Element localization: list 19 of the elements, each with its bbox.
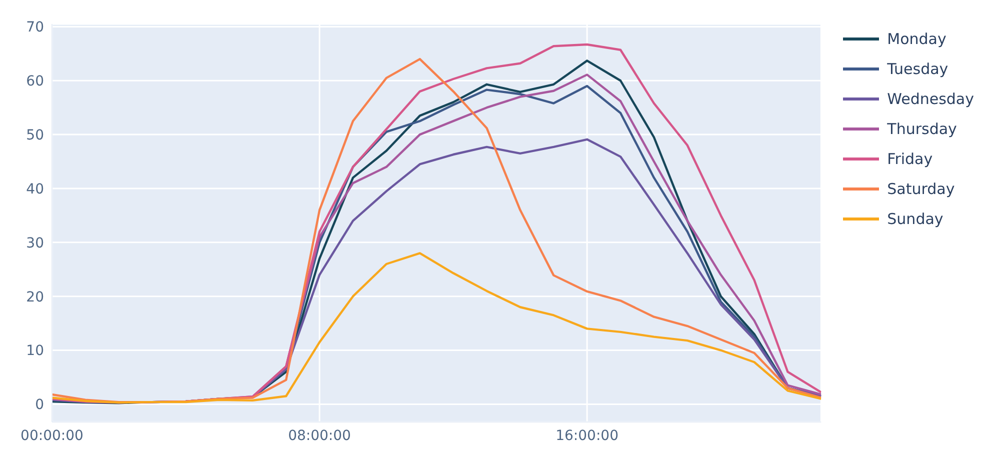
- legend-label: Tuesday: [887, 59, 948, 80]
- y-tick-label: 60: [26, 74, 44, 90]
- x-tick-label: 08:00:00: [288, 428, 351, 444]
- x-tick-label: 00:00:00: [20, 428, 84, 444]
- y-tick-label: 70: [26, 20, 44, 36]
- x-tick-label: 16:00:00: [556, 428, 619, 444]
- legend-label: Monday: [887, 29, 946, 50]
- y-tick-label: 0: [35, 397, 44, 414]
- legend-label: Friday: [887, 149, 933, 170]
- y-tick-label: 10: [26, 343, 44, 360]
- y-tick-label: 20: [26, 289, 44, 306]
- y-tick-label: 40: [26, 181, 44, 198]
- legend-label: Sunday: [887, 209, 944, 230]
- legend-label: Wednesday: [887, 89, 974, 110]
- line-series: [52, 252, 822, 404]
- y-tick-label: 50: [26, 128, 44, 144]
- legend-label: Saturday: [887, 179, 955, 200]
- legend-label: Thursday: [887, 119, 957, 140]
- y-tick-label: 30: [26, 235, 44, 252]
